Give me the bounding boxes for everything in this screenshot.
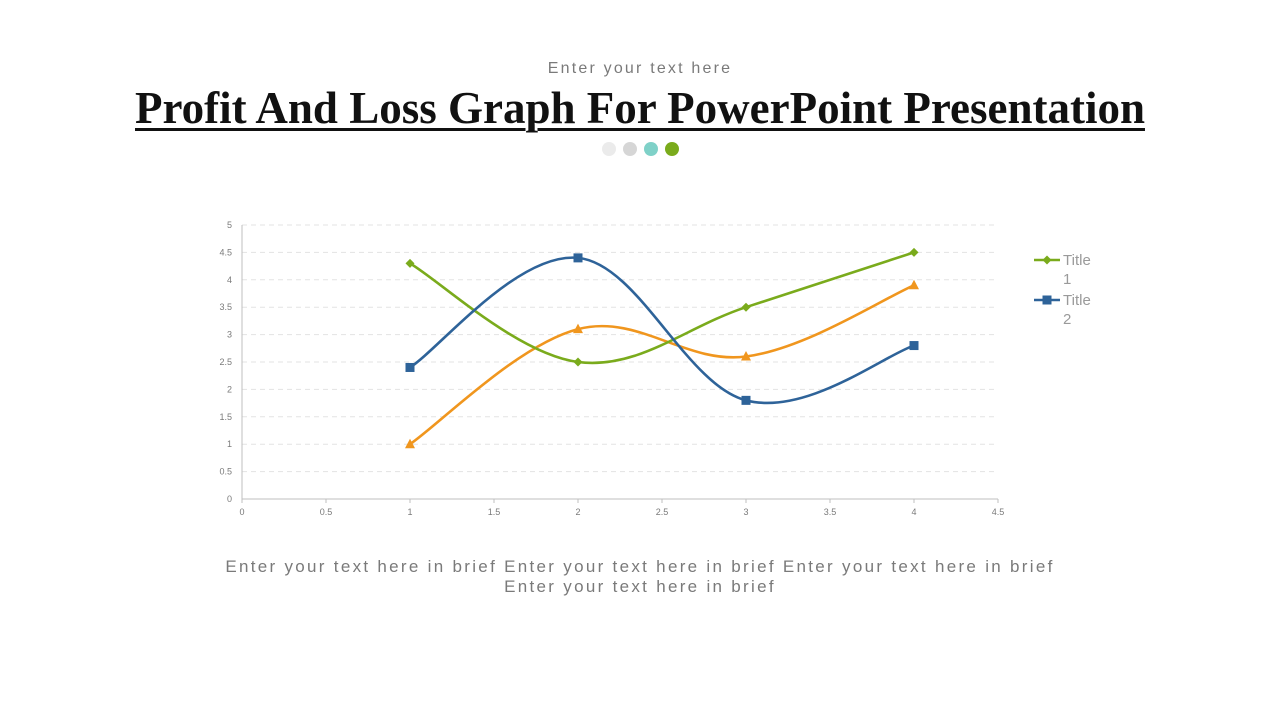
data-point-marker <box>909 279 919 290</box>
series-1 <box>405 247 919 367</box>
data-point-marker <box>741 395 751 405</box>
slide-subtitle: Enter your text here <box>547 60 733 77</box>
slide-title-text: Profit And Loss Graph For PowerPoint Pre… <box>135 83 1145 133</box>
y-tick-label: 2.5 <box>219 357 232 367</box>
series-line <box>408 251 916 365</box>
x-tick-label: 2 <box>575 507 580 517</box>
x-tick-label: 1.5 <box>488 507 501 517</box>
data-point-marker <box>909 247 919 257</box>
y-tick-label: 1 <box>227 439 232 449</box>
x-tick-label: 0 <box>239 507 244 517</box>
x-tick-label: 3 <box>743 507 748 517</box>
decorative-dot <box>601 142 616 156</box>
data-point-marker <box>1042 255 1052 265</box>
x-tick-label: 4 <box>911 507 916 517</box>
y-tick-label: 0.5 <box>219 467 232 477</box>
legend-label: Title <box>1063 292 1091 309</box>
y-tick-label: 3.5 <box>219 302 232 312</box>
legend: Title 1 Title 2 <box>1034 252 1091 328</box>
data-point-marker <box>573 323 583 334</box>
series-line <box>408 256 916 405</box>
decorative-dots <box>0 142 1280 156</box>
legend-label: Title <box>1063 252 1091 269</box>
x-tick-label: 1 <box>407 507 412 517</box>
data-point-marker <box>1042 295 1052 305</box>
decorative-dot <box>664 142 679 156</box>
series-2 <box>405 253 919 405</box>
data-point-marker <box>573 253 583 263</box>
data-point-marker <box>405 438 415 449</box>
y-tick-label: 5 <box>227 220 232 230</box>
data-point-marker <box>741 351 751 361</box>
data-point-marker <box>405 258 415 268</box>
x-tick-label: 3.5 <box>824 507 837 517</box>
y-tick-label: 2 <box>227 384 232 394</box>
axes: 0 0.5 1 1.5 2 2.5 3 3.5 4 4.5 5 0 0.5 1 1.5 2 2.5 3 3.5 4 4.… <box>219 220 1004 517</box>
y-tick-label: 4 <box>227 275 232 285</box>
footer-text: Enter your text here in brief Enter your… <box>150 557 1130 597</box>
decorative-dot <box>622 142 637 156</box>
x-tick-label: 0.5 <box>320 507 333 517</box>
y-tick-label: 4.5 <box>219 247 232 257</box>
legend-entry: Title 1 <box>1034 252 1091 288</box>
series-line <box>408 283 916 446</box>
legend-label: 2 <box>1063 311 1071 328</box>
slide-title: Profit And Loss Graph For PowerPoint Pre… <box>0 82 1280 134</box>
x-tick-label: 2.5 <box>656 507 669 517</box>
data-point-marker <box>909 341 919 351</box>
series-group <box>405 247 919 449</box>
series-3 <box>405 279 919 449</box>
data-point-marker <box>405 362 415 372</box>
y-tick-label: 3 <box>227 330 232 340</box>
decorative-dot <box>643 142 658 156</box>
footer-line-2: Enter your text here in brief <box>504 577 776 596</box>
data-point-marker <box>741 302 751 312</box>
footer-line-1: Enter your text here in brief Enter your… <box>225 557 1055 576</box>
legend-entry: Title 2 <box>1034 292 1091 328</box>
y-tick-label: 0 <box>227 494 232 504</box>
data-point-marker <box>573 357 583 367</box>
y-tick-label: 1.5 <box>219 412 232 422</box>
legend-label: 1 <box>1063 271 1071 288</box>
x-tick-label: 4.5 <box>992 507 1005 517</box>
